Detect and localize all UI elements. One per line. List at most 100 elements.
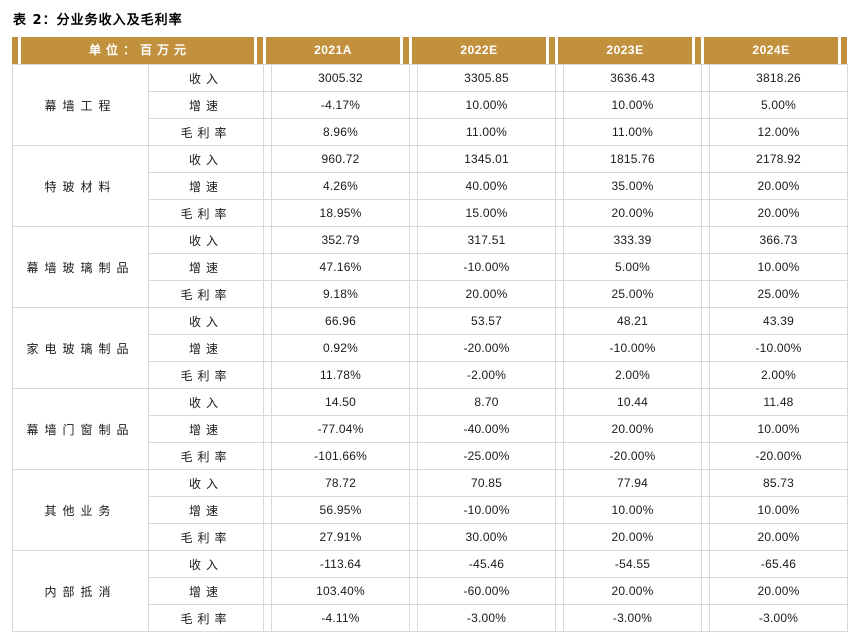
spacer-cell	[409, 577, 418, 605]
value-cell: 10.00%	[417, 91, 556, 119]
segment-name-cell: 幕墙门窗制品	[12, 388, 149, 470]
value-cell: 2.00%	[563, 361, 702, 389]
spacer-cell	[555, 226, 564, 254]
segment-name-cell: 幕墙玻璃制品	[12, 226, 149, 308]
value-cell: -10.00%	[417, 253, 556, 281]
value-cell: 10.00%	[709, 415, 848, 443]
spacer-cell	[409, 253, 418, 281]
value-cell: 43.39	[709, 307, 848, 335]
spacer-cell	[555, 280, 564, 308]
value-cell: 35.00%	[563, 172, 702, 200]
spacer-cell	[409, 307, 418, 335]
value-cell: 77.94	[563, 469, 702, 497]
value-cell: 20.00%	[417, 280, 556, 308]
metric-label-cell: 增速	[148, 415, 264, 443]
value-cell: 11.78%	[271, 361, 410, 389]
value-cell: -54.55	[563, 550, 702, 578]
metric-label-cell: 毛利率	[148, 523, 264, 551]
value-cell: 2178.92	[709, 145, 848, 173]
header-year-2024e: 2024E	[704, 37, 838, 64]
spacer-cell	[701, 280, 710, 308]
metric-label-cell: 增速	[148, 172, 264, 200]
table-row: 毛利率 -101.66% -25.00% -20.00% -20.00%	[13, 442, 848, 470]
spacer-cell	[701, 577, 710, 605]
spacer-cell	[263, 604, 272, 632]
header-edge-sliver	[12, 37, 18, 64]
value-cell: 20.00%	[563, 199, 702, 227]
spacer-cell	[555, 415, 564, 443]
spacer-cell	[409, 334, 418, 362]
value-cell: 960.72	[271, 145, 410, 173]
value-cell: 2.00%	[709, 361, 848, 389]
metric-label-cell: 收入	[148, 145, 264, 173]
header-gap	[263, 37, 266, 64]
value-cell: 25.00%	[563, 280, 702, 308]
spacer-cell	[263, 253, 272, 281]
spacer-cell	[555, 388, 564, 416]
table-row: 幕墙工程 收入 3005.32 3305.85 3636.43 3818.26	[12, 64, 848, 146]
value-cell: 20.00%	[709, 172, 848, 200]
spacer-cell	[701, 442, 710, 470]
value-cell: 10.44	[563, 388, 702, 416]
table-row: 幕墙玻璃制品 收入 352.79 317.51 333.39 366.73	[12, 226, 848, 308]
spacer-cell	[701, 145, 710, 173]
metric-label-cell: 增速	[148, 496, 264, 524]
metric-label-cell: 毛利率	[148, 199, 264, 227]
value-cell: 20.00%	[709, 577, 848, 605]
value-cell: -3.00%	[709, 604, 848, 632]
table-row: 增速 -77.04% -40.00% 20.00% 10.00%	[13, 415, 848, 443]
value-cell: 8.70	[417, 388, 556, 416]
metric-label-cell: 收入	[148, 307, 264, 335]
spacer-cell	[263, 550, 272, 578]
spacer-cell	[409, 118, 418, 146]
spacer-cell	[555, 118, 564, 146]
value-cell: 4.26%	[271, 172, 410, 200]
header-unit-cell: 单位：百万元	[21, 37, 254, 64]
spacer-cell	[263, 496, 272, 524]
metric-label-cell: 增速	[148, 91, 264, 119]
value-cell: 352.79	[271, 226, 410, 254]
spacer-cell	[263, 307, 272, 335]
value-cell: 10.00%	[563, 496, 702, 524]
spacer-cell	[701, 226, 710, 254]
value-cell: -20.00%	[709, 442, 848, 470]
spacer-cell	[263, 199, 272, 227]
spacer-cell	[263, 388, 272, 416]
spacer-cell	[263, 226, 272, 254]
value-cell: 11.00%	[563, 118, 702, 146]
table-header-row: 单位：百万元 2021A 2022E 2023E 2024E	[12, 37, 847, 64]
spacer-cell	[701, 199, 710, 227]
table-row: 毛利率 -4.11% -3.00% -3.00% -3.00%	[13, 604, 848, 632]
spacer-cell	[263, 442, 272, 470]
segment-name-cell: 幕墙工程	[12, 64, 149, 146]
value-cell: 8.96%	[271, 118, 410, 146]
value-cell: -4.17%	[271, 91, 410, 119]
header-gap	[18, 37, 21, 64]
spacer-cell	[409, 64, 418, 92]
value-cell: 20.00%	[563, 523, 702, 551]
value-cell: 14.50	[271, 388, 410, 416]
spacer-cell	[409, 199, 418, 227]
spacer-cell	[409, 550, 418, 578]
value-cell: -77.04%	[271, 415, 410, 443]
value-cell: 5.00%	[563, 253, 702, 281]
spacer-cell	[409, 280, 418, 308]
value-cell: 70.85	[417, 469, 556, 497]
value-cell: 78.72	[271, 469, 410, 497]
value-cell: 10.00%	[709, 496, 848, 524]
spacer-cell	[263, 469, 272, 497]
value-cell: 20.00%	[709, 199, 848, 227]
value-cell: 333.39	[563, 226, 702, 254]
metric-label-cell: 毛利率	[148, 604, 264, 632]
value-cell: 56.95%	[271, 496, 410, 524]
value-cell: -20.00%	[417, 334, 556, 362]
value-cell: 40.00%	[417, 172, 556, 200]
spacer-cell	[555, 91, 564, 119]
spacer-cell	[701, 307, 710, 335]
value-cell: 9.18%	[271, 280, 410, 308]
value-cell: 1815.76	[563, 145, 702, 173]
value-cell: 11.00%	[417, 118, 556, 146]
spacer-cell	[701, 91, 710, 119]
value-cell: 66.96	[271, 307, 410, 335]
